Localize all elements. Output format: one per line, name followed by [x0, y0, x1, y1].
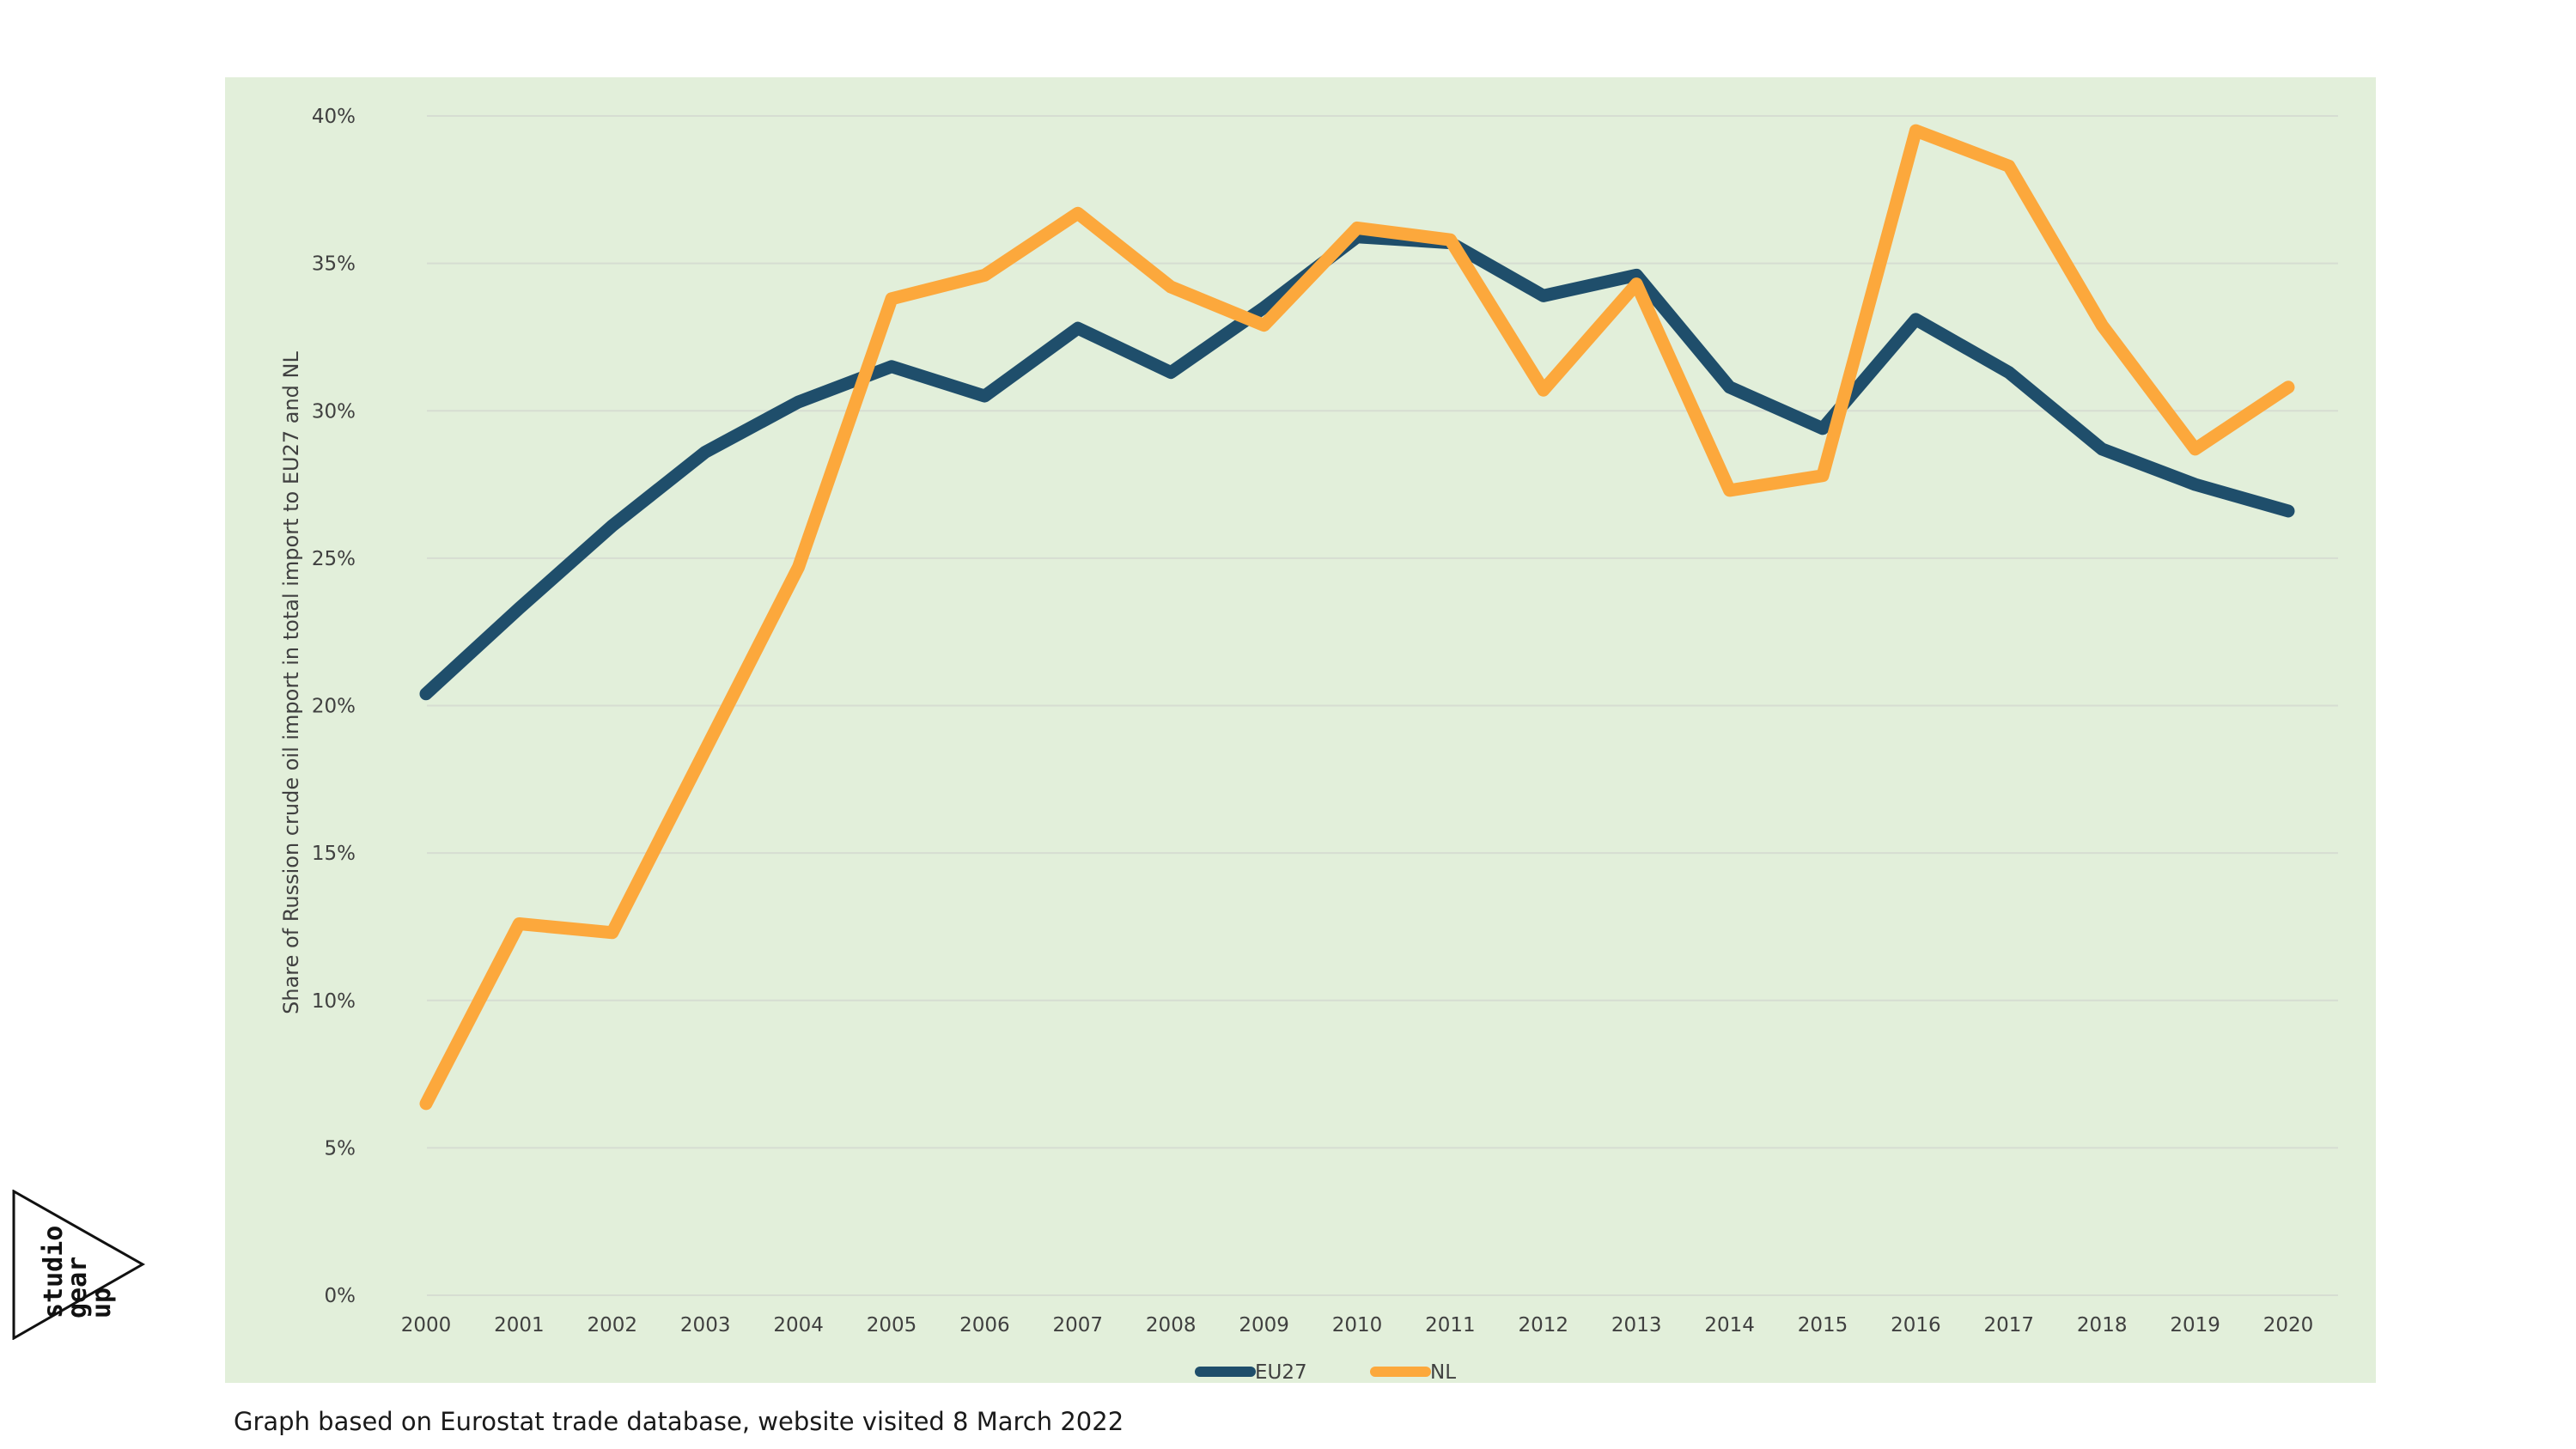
- legend-label-nl: NL: [1430, 1361, 1456, 1383]
- x-tick-label: 2020: [2263, 1314, 2314, 1336]
- y-tick-label: 40%: [312, 106, 356, 128]
- series-lines: [419, 124, 2295, 1111]
- y-tick-label: 0%: [325, 1285, 356, 1307]
- y-tick-label: 35%: [312, 253, 356, 276]
- x-tick-label: 2017: [1984, 1314, 2035, 1336]
- legend-label-eu27: EU27: [1255, 1361, 1307, 1383]
- x-tick-label: 2007: [1053, 1314, 1104, 1336]
- y-axis-label: Share of Russion crude oil import in tot…: [279, 351, 303, 1014]
- legend: EU27 NL: [1195, 1361, 1456, 1383]
- logo-text-up: up: [87, 1288, 117, 1318]
- grid-lines: [427, 115, 2338, 1296]
- x-axis-ticks: 2000 2001 2002 2003 2004 2005 2006 2007 2008 2009…: [401, 1314, 2314, 1336]
- x-tick-label: 2003: [680, 1314, 731, 1336]
- logo-text-studio: studio: [39, 1226, 69, 1318]
- line-chart: 0%5%10%15%20%25%30%35%40% 2000 2001 2002 20…: [279, 106, 2338, 1383]
- x-tick-label: 2012: [1519, 1314, 1569, 1336]
- x-tick-label: 2000: [401, 1314, 452, 1336]
- y-tick-label: 25%: [312, 548, 356, 570]
- x-tick-label: 2010: [1332, 1314, 1383, 1336]
- x-tick-label: 2011: [1425, 1314, 1476, 1336]
- y-axis-ticks: 0% 5% 10% 15% 20% 25% 30% 35% 40%: [312, 106, 356, 1307]
- x-tick-label: 2016: [1891, 1314, 1941, 1336]
- x-tick-label: 2008: [1146, 1314, 1197, 1336]
- y-tick-label: 30%: [312, 400, 356, 423]
- x-tick-label: 2015: [1798, 1314, 1848, 1336]
- x-tick-label: 2005: [867, 1314, 917, 1336]
- y-tick-label: 20%: [312, 696, 356, 718]
- source-caption: Graph based on Eurostat trade database, …: [234, 1407, 1124, 1436]
- x-tick-label: 2014: [1704, 1314, 1755, 1336]
- logo-text-gear: gear: [63, 1257, 93, 1318]
- y-tick-label: 10%: [312, 990, 356, 1013]
- y-tick-label: 15%: [312, 843, 356, 865]
- x-tick-label: 2004: [773, 1314, 824, 1336]
- series-line-eu27: [419, 230, 2295, 701]
- x-tick-label: 2019: [2170, 1314, 2220, 1336]
- y-tick-label: 5%: [325, 1137, 356, 1160]
- x-tick-label: 2018: [2077, 1314, 2128, 1336]
- studio-gear-up-logo: studio gear up: [12, 1190, 146, 1340]
- x-tick-label: 2001: [494, 1314, 545, 1336]
- x-tick-label: 2009: [1239, 1314, 1289, 1336]
- x-tick-label: 2002: [588, 1314, 638, 1336]
- chart-panel: 0% 5% 10% 15% 20% 25% 30% 35% 40% 2000 2001 2002 20…: [225, 77, 2376, 1383]
- x-tick-label: 2006: [959, 1314, 1010, 1336]
- series-line-nl: [419, 124, 2295, 1111]
- x-tick-label: 2013: [1611, 1314, 1662, 1336]
